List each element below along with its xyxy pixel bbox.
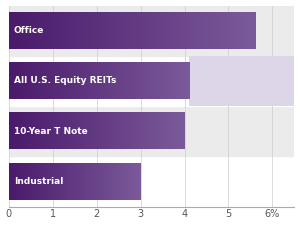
Text: Office: Office <box>14 26 44 35</box>
Text: Industrial: Industrial <box>14 177 63 186</box>
Bar <box>9 106 294 156</box>
Bar <box>189 56 294 106</box>
Bar <box>9 56 294 106</box>
Text: All U.S. Equity REITs: All U.S. Equity REITs <box>14 76 116 86</box>
Bar <box>9 6 294 56</box>
Text: 10-Year T Note: 10-Year T Note <box>14 127 88 136</box>
Bar <box>9 156 294 207</box>
